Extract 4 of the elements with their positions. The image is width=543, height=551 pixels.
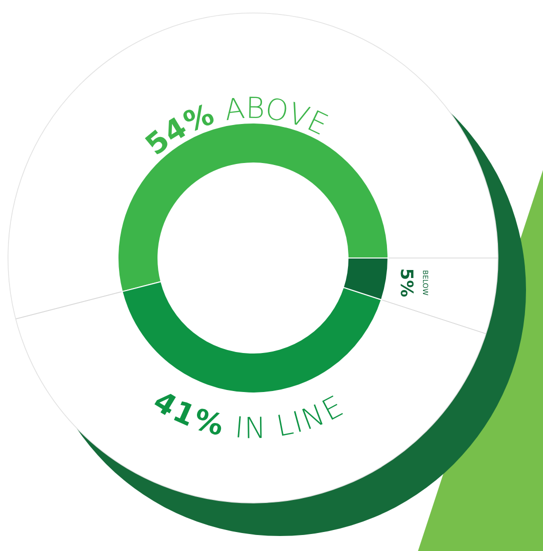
slice-label: IN LINE	[234, 389, 348, 446]
data-label: 5%	[396, 268, 416, 298]
data-label: 41%	[148, 384, 228, 442]
slice-label: ABOVE	[222, 90, 334, 142]
